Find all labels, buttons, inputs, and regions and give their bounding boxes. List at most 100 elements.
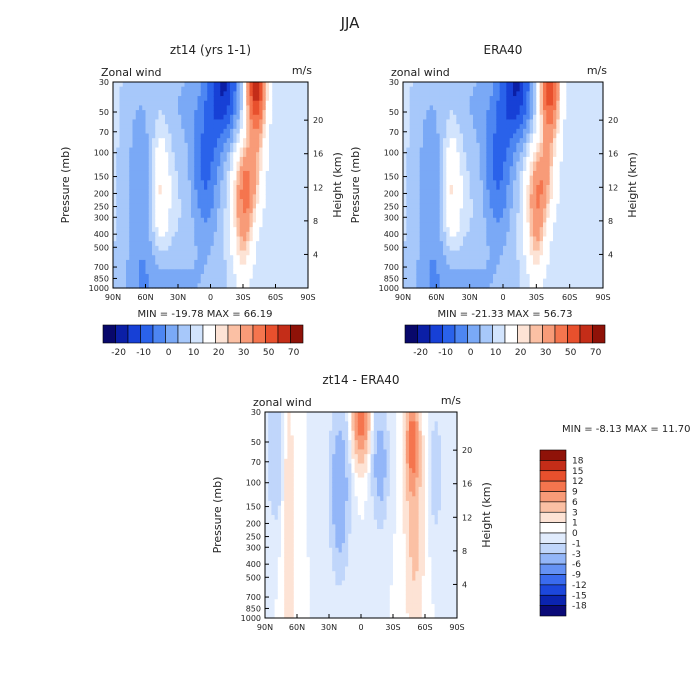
heatmap-cell [453,227,457,233]
heatmap-cell [493,236,497,242]
heatmap-cell [543,185,547,191]
heatmap-cell [516,269,521,275]
heatmap-cell [200,170,205,177]
heatmap-cell [304,259,309,266]
heatmap-cell [275,185,280,191]
heatmap-cell [566,269,571,275]
heatmap-cell [496,208,501,214]
heatmap-cell [304,208,309,214]
heatmap-cell [139,250,143,256]
heatmap-cell [210,264,215,270]
heatmap-cell [171,161,176,167]
heatmap-cell [148,128,153,135]
heatmap-cell [549,283,554,289]
heatmap-cell [486,138,491,144]
heatmap-cell [473,180,477,186]
heatmap-cell [197,269,202,275]
heatmap-cell [506,278,511,284]
heatmap-cell [566,161,571,167]
heatmap-cell [449,152,454,158]
heatmap-cell [413,203,417,210]
heatmap-cell [543,170,547,177]
heatmap-cell [503,241,507,247]
heatmap-cell [269,185,273,191]
heatmap-cell [553,119,557,125]
heatmap-cell [439,180,444,186]
heatmap-cell [126,119,130,125]
heatmap-cell [239,283,244,289]
heatmap-cell [523,161,527,167]
heatmap-cell [239,189,244,195]
heatmap-cell [269,194,273,200]
heatmap-cell [573,189,577,195]
heatmap-cell [119,91,124,97]
heatmap-cell [288,128,293,135]
heatmap-cell [506,166,511,172]
heatmap-cell [122,236,127,242]
heatmap-cell [493,105,497,111]
heatmap-cell [122,152,127,158]
heatmap-cell [165,213,169,219]
heatmap-cell [197,203,202,210]
heatmap-cell [139,170,143,177]
heatmap-cell [436,217,441,224]
heatmap-cell [433,250,437,256]
heatmap-cell [122,264,127,270]
heatmap-cell [178,156,182,163]
heatmap-cell [496,217,501,224]
heatmap-cell [252,217,257,224]
heatmap-cell [476,269,481,275]
heatmap-cell [469,250,474,256]
heatmap-cell [473,259,477,266]
heatmap-cell [194,231,199,238]
heatmap-cell [463,259,467,266]
heatmap-cell [239,124,244,130]
heatmap-cell [168,124,173,130]
heatmap-cell [113,236,117,242]
heatmap-cell [259,110,264,116]
heatmap-cell [406,156,411,163]
heatmap-cell [282,170,286,177]
heatmap-cell [142,119,147,125]
heatmap-cell [132,250,137,256]
heatmap-cell [249,180,254,186]
heatmap-cell [536,82,541,88]
heatmap-cell [553,250,557,256]
heatmap-cell [473,119,477,125]
heatmap-cell [259,100,264,107]
heatmap-cell [220,96,225,102]
heatmap-cell [142,194,147,200]
heatmap-cell [523,222,527,228]
heatmap-cell [252,231,257,238]
heatmap-cell [278,269,283,275]
heatmap-cell [533,222,537,228]
heatmap-cell [459,255,464,261]
heatmap-cell [563,138,567,144]
heatmap-cell [207,119,212,125]
heatmap-cell [178,128,182,135]
heatmap-cell [449,138,454,144]
heatmap-cell [459,241,464,247]
heatmap-cell [148,100,153,107]
heatmap-cell [433,269,437,275]
heatmap-cell [230,166,234,172]
heatmap-cell [553,236,557,242]
heatmap-cell [526,250,531,256]
heatmap-cell [252,152,257,158]
heatmap-cell [194,189,199,195]
heatmap-cell [236,217,241,224]
heatmap-cell [493,203,497,210]
heatmap-cell [155,227,160,233]
heatmap-cell [543,227,547,233]
heatmap-cell [288,227,293,233]
heatmap-cell [509,119,514,125]
heatmap-cell [194,119,199,125]
heatmap-cell [233,114,238,121]
heatmap-cell [456,259,461,266]
heatmap-cell [269,100,273,107]
heatmap-cell [466,264,471,270]
heatmap-cell [217,156,221,163]
heatmap-cell [139,273,143,280]
heatmap-cell [479,259,484,266]
heatmap-cell [573,170,577,177]
